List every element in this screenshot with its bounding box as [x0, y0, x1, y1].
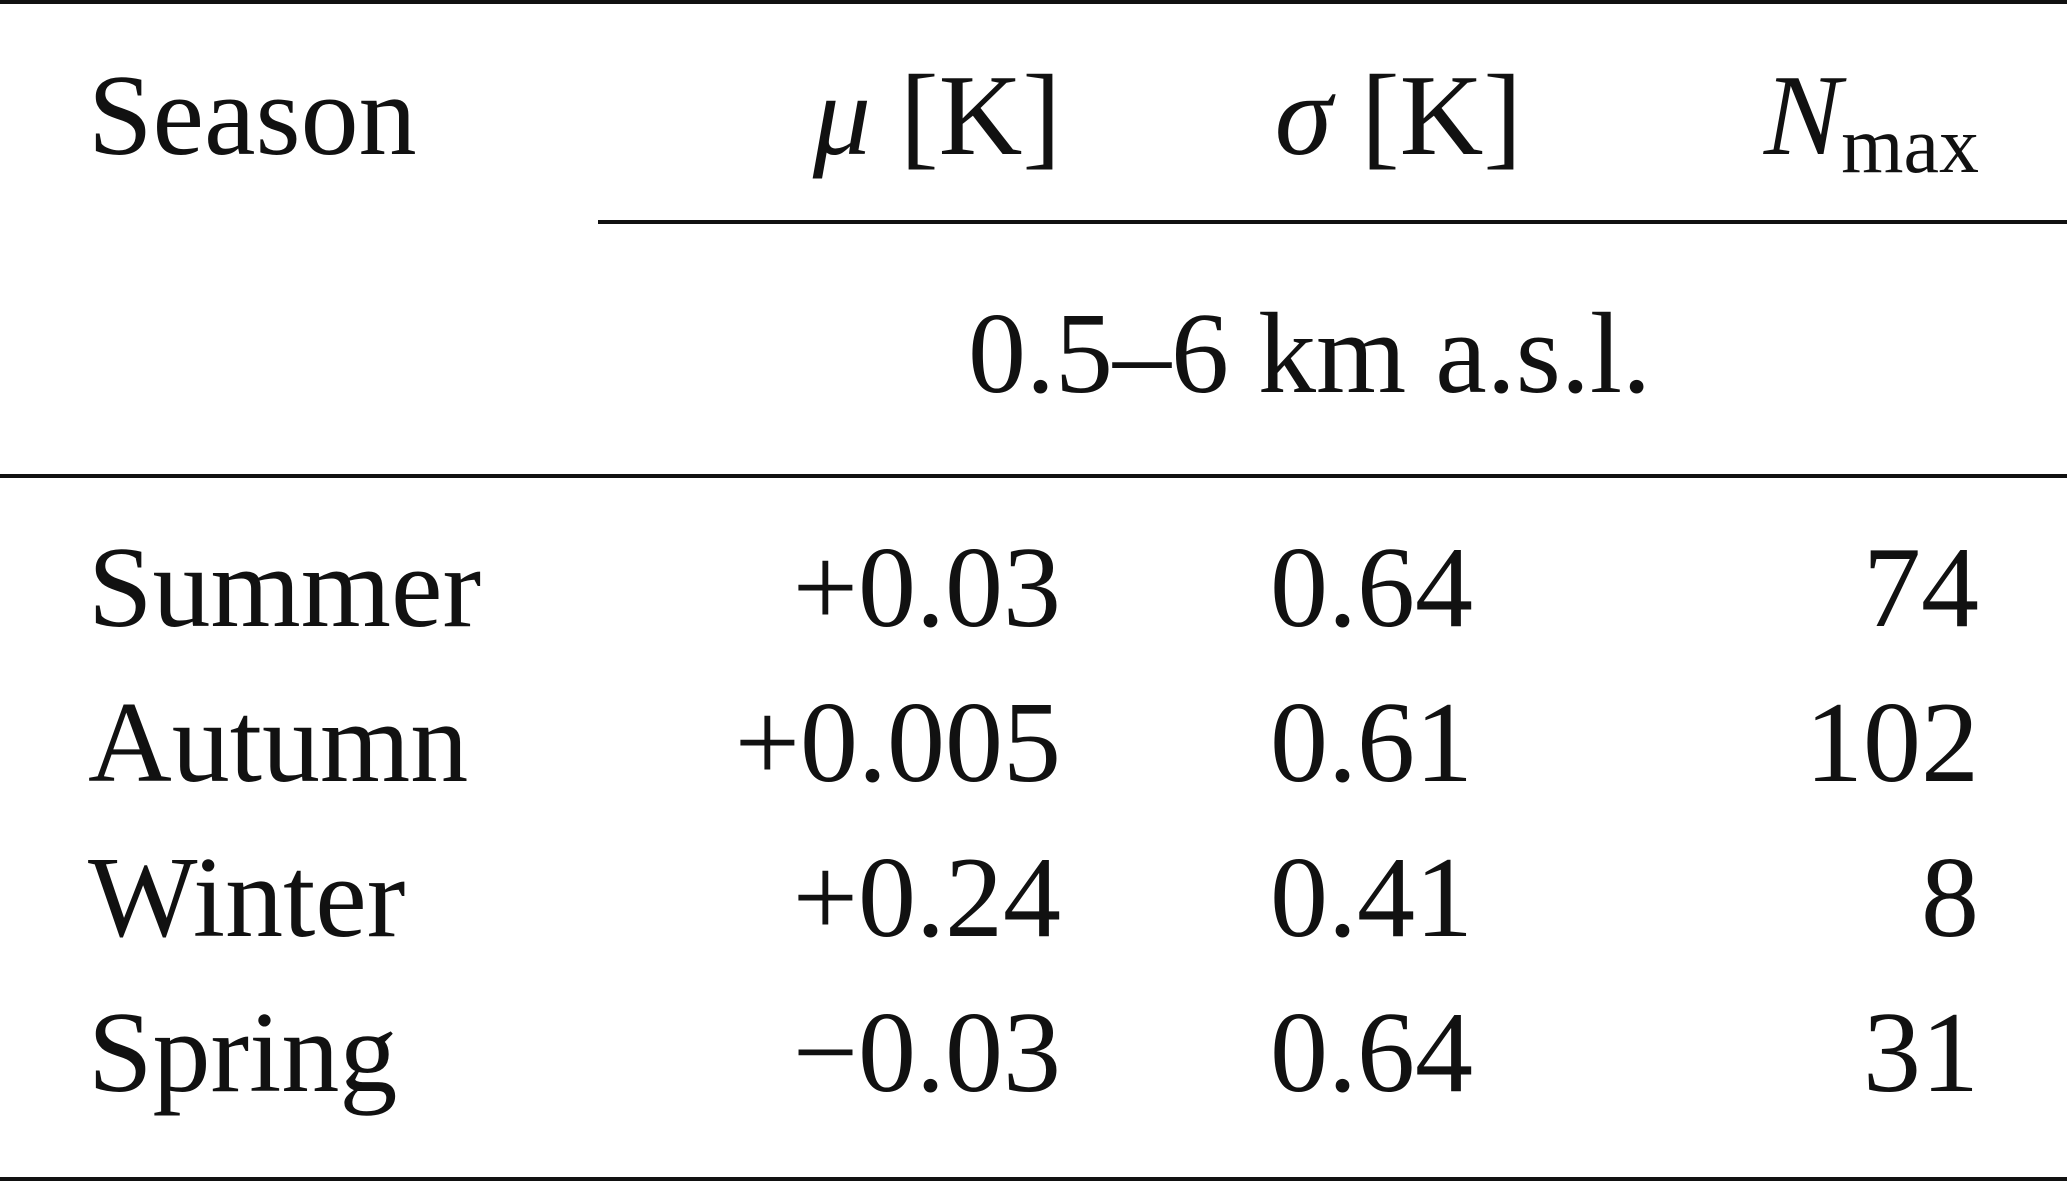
table-row-mu: +0.005: [734, 679, 1061, 807]
table-row-sigma: 0.64: [1270, 524, 1473, 652]
bottom-rule: [0, 1177, 2067, 1181]
table-row-n-max: 74: [1863, 524, 1979, 652]
table-row-n-max: 31: [1863, 989, 1979, 1117]
table-row-mu: −0.03: [792, 989, 1061, 1117]
top-rule: [0, 0, 2067, 4]
table-row-sigma: 0.61: [1270, 679, 1473, 807]
table-row-season: Spring: [88, 989, 398, 1117]
mid-rule: [0, 474, 2067, 478]
mu-symbol: μ: [812, 52, 871, 180]
table-row-mu: +0.24: [792, 834, 1061, 962]
header-mu: μ [K]: [813, 58, 1061, 174]
table-row-season: Autumn: [88, 679, 469, 807]
n-subscript: max: [1841, 102, 1979, 190]
n-symbol: N: [1763, 52, 1842, 180]
table-row-n-max: 102: [1805, 679, 1979, 807]
table-row-season: Summer: [88, 524, 482, 652]
header-sigma: σ [K]: [1275, 58, 1522, 174]
table-row-n-max: 8: [1921, 834, 1979, 962]
table-row-mu: +0.03: [792, 524, 1061, 652]
table-row-sigma: 0.64: [1270, 989, 1473, 1117]
header-season: Season: [88, 52, 417, 180]
table-row-season: Winter: [88, 834, 406, 962]
sigma-unit: [K]: [1360, 52, 1522, 180]
header-n-max: Nmax: [1764, 58, 1979, 186]
table-row-sigma: 0.41: [1270, 834, 1473, 962]
sigma-symbol: σ: [1274, 52, 1332, 180]
mu-unit: [K]: [899, 52, 1061, 180]
altitude-range-label: 0.5–6 km a.s.l.: [968, 290, 1652, 418]
header-partial-rule: [598, 220, 2067, 224]
